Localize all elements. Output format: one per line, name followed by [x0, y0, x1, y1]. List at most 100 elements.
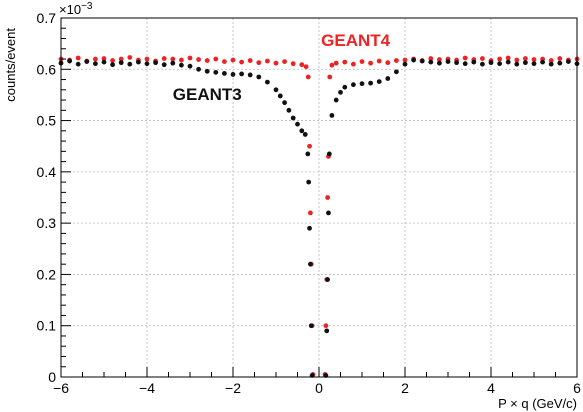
data-point — [338, 89, 343, 95]
data-point — [480, 56, 485, 61]
data-point — [239, 59, 245, 65]
data-point — [523, 60, 528, 66]
y-tick-label: 0.1 — [37, 318, 57, 334]
data-point — [136, 59, 141, 65]
data-point — [273, 87, 279, 93]
data-point — [368, 60, 373, 66]
data-point — [505, 55, 511, 61]
data-point — [359, 81, 365, 87]
y-tick-label: 0.4 — [37, 164, 57, 180]
y-tick-label: 0.6 — [37, 61, 57, 77]
data-point — [110, 62, 115, 68]
data-point — [333, 60, 339, 66]
data-point — [306, 179, 312, 185]
data-point — [359, 59, 365, 64]
data-point — [204, 58, 210, 63]
data-point — [118, 60, 124, 66]
data-point — [187, 63, 193, 69]
data-point — [170, 56, 176, 62]
y-axis-multiplier-base: ×10 — [59, 2, 81, 17]
data-point — [179, 62, 184, 68]
data-point — [308, 323, 314, 329]
data-point — [110, 58, 115, 63]
data-point — [75, 55, 81, 61]
data-point — [295, 121, 300, 127]
axis-ticks — [60, 17, 578, 378]
data-point — [308, 261, 313, 267]
data-point — [531, 57, 537, 62]
data-point — [290, 115, 296, 121]
data-point — [462, 55, 468, 61]
data-point — [179, 57, 184, 63]
data-point — [299, 128, 305, 134]
data-point — [204, 68, 210, 74]
data-point — [523, 56, 528, 61]
data-point — [127, 55, 133, 60]
grid-lines — [61, 18, 577, 377]
data-point — [247, 58, 253, 63]
data-point — [411, 57, 416, 63]
data-point — [324, 328, 330, 334]
data-point — [325, 277, 330, 282]
data-point — [333, 97, 339, 103]
x-tick-label: 2 — [401, 380, 409, 396]
data-point — [497, 61, 502, 67]
data-point — [256, 60, 262, 66]
data-point — [230, 72, 236, 77]
x-tick-label: 6 — [573, 380, 581, 396]
data-point — [305, 151, 311, 157]
data-point — [323, 323, 329, 329]
data-point — [548, 58, 554, 63]
data-point — [326, 151, 332, 157]
data-point — [222, 59, 227, 64]
y-axis-title: counts/event — [3, 28, 18, 102]
data-point — [299, 62, 305, 68]
x-tick-label: 4 — [487, 380, 495, 396]
data-point — [419, 58, 425, 64]
y-axis-multiplier-exponent: −3 — [81, 1, 93, 12]
y-tick-label: 0.5 — [37, 113, 57, 129]
data-point — [286, 107, 292, 113]
data-point — [351, 82, 356, 88]
data-point — [497, 56, 502, 62]
data-point — [118, 56, 124, 62]
data-point — [84, 59, 90, 64]
data-point — [93, 56, 98, 62]
data-point — [428, 59, 434, 65]
data-point — [67, 58, 72, 64]
data-point — [376, 79, 382, 84]
data-point — [230, 57, 236, 63]
data-point — [170, 60, 176, 66]
axis-tick-labels: −6 −4 −2 0 2 4 6 0 0.1 0.2 0.3 0.4 0.5 0.6 0.7 — [37, 10, 582, 396]
data-point — [471, 59, 477, 65]
data-point — [239, 71, 245, 77]
data-point — [282, 100, 287, 106]
data-point — [187, 55, 193, 61]
data-point — [437, 57, 442, 62]
data-point — [480, 61, 485, 67]
x-tick-label: −2 — [225, 380, 241, 396]
data-point — [351, 61, 356, 67]
data-point — [454, 60, 459, 66]
series-geant4 — [58, 55, 580, 377]
data-point — [445, 59, 451, 64]
data-point — [265, 58, 270, 64]
data-point — [144, 61, 150, 67]
data-point — [548, 61, 554, 67]
data-point — [277, 93, 283, 99]
data-point — [144, 56, 150, 62]
data-point — [307, 225, 312, 231]
series-geant3 — [58, 57, 580, 378]
data-point — [402, 61, 408, 67]
data-point — [305, 74, 311, 80]
data-point — [302, 132, 308, 137]
data-point — [531, 61, 537, 67]
data-point — [540, 59, 545, 65]
data-point — [213, 56, 219, 62]
data-point — [196, 66, 202, 72]
data-point — [161, 56, 167, 61]
data-point — [402, 57, 408, 63]
data-point — [213, 69, 219, 75]
series-label-geant3: GEANT3 — [173, 85, 242, 104]
y-tick-label: 0.2 — [37, 266, 57, 282]
